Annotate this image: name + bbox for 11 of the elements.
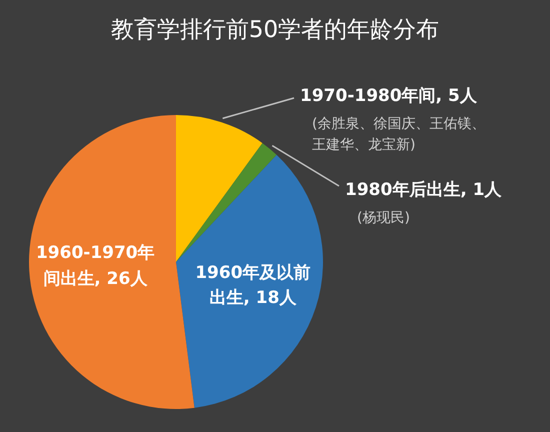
chart-title: 教育学排行前50学者的年龄分布 [110, 16, 440, 45]
pie-slice [29, 115, 194, 409]
pie-slice [176, 154, 323, 408]
slice-label: 1980年后出生, 1人 [345, 179, 502, 202]
slice-label: 1960年及以前出生, 18人 [194, 262, 312, 310]
pie-slice [176, 143, 277, 262]
text: (余胜泉、徐国庆、王佑镁、王建华、龙宝新) [312, 115, 486, 155]
pie-slice [176, 115, 262, 262]
slice-label: 1970-1980年间, 5人 [300, 85, 477, 108]
text: (杨现民) [357, 209, 411, 228]
slice-label: 1960-1970年间出生, 26人 [34, 242, 156, 291]
